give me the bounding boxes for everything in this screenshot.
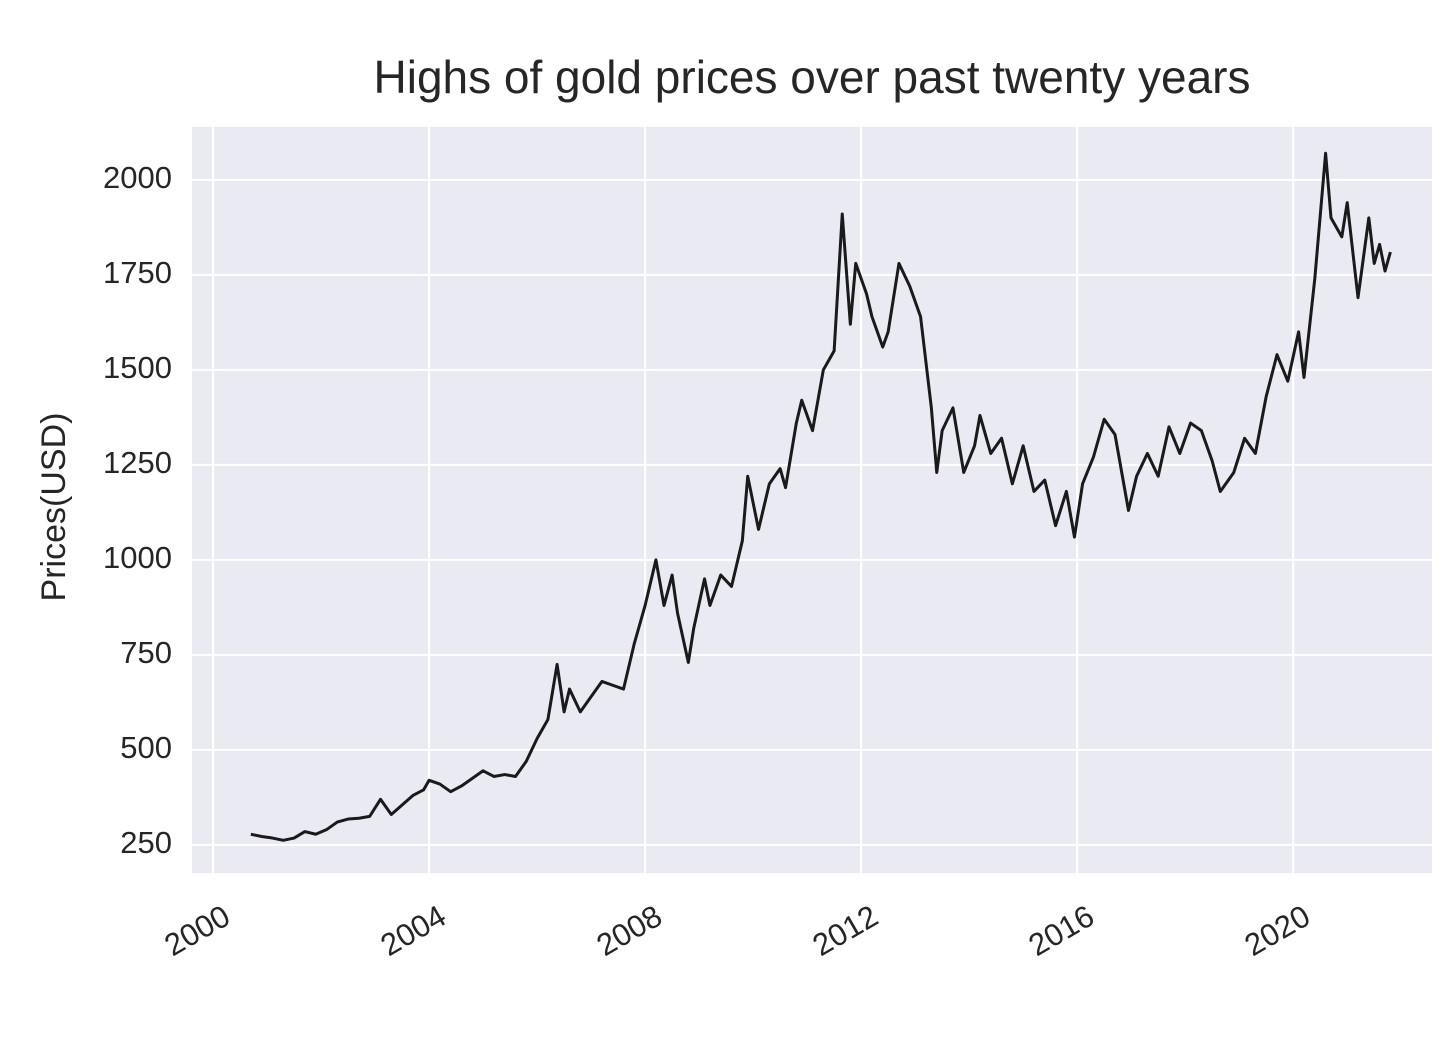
y-axis-label: Prices(USD) — [35, 413, 73, 602]
chart-title: Highs of gold prices over past twenty ye… — [374, 51, 1251, 103]
y-tick-label: 250 — [120, 825, 172, 860]
x-tick-label: 2016 — [1023, 898, 1100, 963]
x-tick-label: 2008 — [591, 898, 668, 963]
y-tick-label: 1250 — [103, 445, 172, 480]
y-tick-label: 1750 — [103, 255, 172, 290]
y-tick-label: 2000 — [103, 160, 172, 195]
x-tick-label: 2004 — [375, 898, 452, 963]
x-tick-label: 2020 — [1239, 898, 1316, 963]
x-tick-label: 2012 — [807, 898, 884, 963]
plot-area — [192, 127, 1432, 873]
x-tick-label: 2000 — [159, 898, 236, 963]
y-tick-label: 1000 — [103, 540, 172, 575]
y-tick-label: 1500 — [103, 350, 172, 385]
y-tick-label: 750 — [120, 635, 172, 670]
y-tick-label: 500 — [120, 730, 172, 765]
price-line — [250, 151, 1392, 842]
